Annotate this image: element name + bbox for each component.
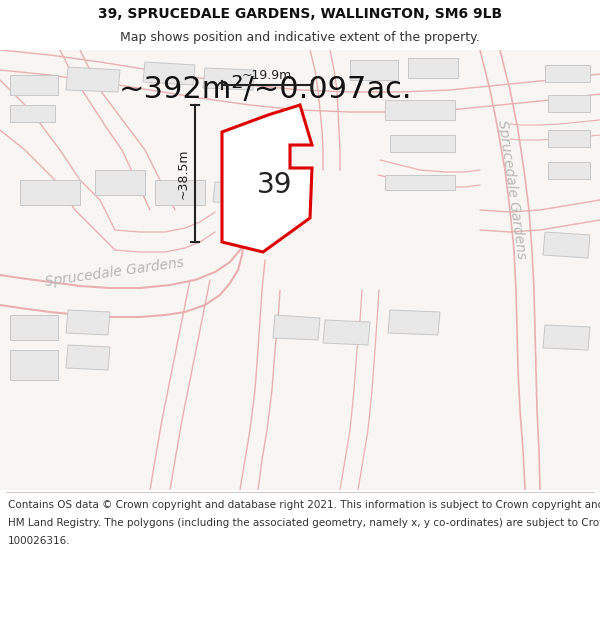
Polygon shape [548, 130, 590, 147]
Polygon shape [273, 315, 320, 340]
Polygon shape [95, 170, 145, 195]
Polygon shape [143, 62, 195, 85]
Text: Contains OS data © Crown copyright and database right 2021. This information is : Contains OS data © Crown copyright and d… [8, 500, 600, 510]
Text: ~38.5m: ~38.5m [176, 148, 190, 199]
Polygon shape [390, 135, 455, 152]
Polygon shape [222, 105, 312, 252]
Polygon shape [10, 350, 58, 380]
Polygon shape [323, 320, 370, 345]
Polygon shape [385, 175, 455, 190]
Polygon shape [10, 315, 58, 340]
Polygon shape [543, 325, 590, 350]
Text: Sprucedale Gardens: Sprucedale Gardens [44, 255, 185, 289]
Text: ~19.9m: ~19.9m [242, 69, 292, 82]
Polygon shape [543, 232, 590, 258]
Text: 39: 39 [257, 171, 293, 199]
Polygon shape [203, 68, 255, 90]
Polygon shape [66, 310, 110, 335]
Polygon shape [548, 162, 590, 179]
Polygon shape [388, 310, 440, 335]
Text: HM Land Registry. The polygons (including the associated geometry, namely x, y c: HM Land Registry. The polygons (includin… [8, 518, 600, 528]
Polygon shape [20, 180, 80, 205]
Polygon shape [10, 75, 58, 95]
Polygon shape [350, 60, 398, 80]
Text: ~392m²/~0.097ac.: ~392m²/~0.097ac. [118, 75, 412, 104]
Text: Map shows position and indicative extent of the property.: Map shows position and indicative extent… [120, 31, 480, 44]
Polygon shape [545, 65, 590, 82]
Text: 100026316.: 100026316. [8, 536, 71, 546]
Polygon shape [155, 180, 205, 205]
Polygon shape [408, 58, 458, 78]
Polygon shape [66, 67, 120, 92]
Polygon shape [66, 345, 110, 370]
Text: 39, SPRUCEDALE GARDENS, WALLINGTON, SM6 9LB: 39, SPRUCEDALE GARDENS, WALLINGTON, SM6 … [98, 7, 502, 21]
Polygon shape [385, 100, 455, 120]
Text: Sprucedale Gardens: Sprucedale Gardens [495, 119, 529, 261]
Polygon shape [213, 182, 265, 205]
Polygon shape [10, 105, 55, 122]
Polygon shape [548, 95, 590, 112]
